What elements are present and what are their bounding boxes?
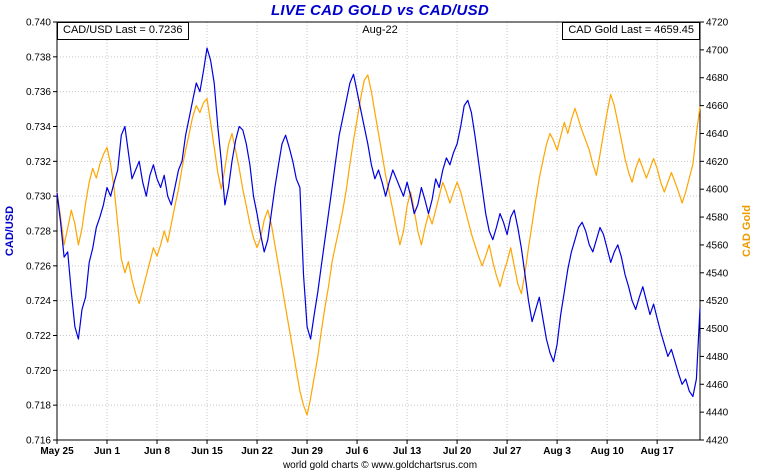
x-axis-tick-label: Jul 20 — [443, 446, 472, 457]
right-axis-tick-label: 4500 — [706, 324, 729, 335]
right-axis-tick-label: 4420 — [706, 436, 729, 447]
left-axis-tick-label: 0.726 — [26, 261, 51, 272]
x-axis-tick-label: Jun 22 — [241, 446, 273, 457]
cad-gold-series-line — [56, 74, 701, 416]
right-axis-tick-label: 4560 — [706, 240, 729, 251]
right-axis-tick-label: 4440 — [706, 408, 729, 419]
right-axis-tick-label: 4480 — [706, 352, 729, 363]
x-axis-tick-label: Aug 10 — [590, 446, 624, 457]
x-axis-tick-label: Aug 3 — [543, 446, 571, 457]
footer-credit: world gold charts © www.goldchartsrus.co… — [282, 460, 478, 471]
right-axis-tick-label: 4700 — [706, 45, 729, 56]
right-axis-tick-label: 4600 — [706, 185, 729, 196]
right-axis-tick-label: 4720 — [706, 18, 729, 29]
left-axis-tick-label: 0.740 — [26, 18, 51, 29]
right-axis-tick-label: 4620 — [706, 157, 729, 168]
chart-title: LIVE CAD GOLD vs CAD/USD — [270, 2, 490, 19]
right-axis-tick-label: 4640 — [706, 129, 729, 140]
x-axis-tick-label: Jul 13 — [393, 446, 422, 457]
right-axis-tick-label: 4540 — [706, 268, 729, 279]
left-axis-tick-label: 0.716 — [26, 436, 51, 447]
left-axis-tick-label: 0.722 — [26, 331, 51, 342]
right-axis-tick-label: 4520 — [706, 296, 729, 307]
plot-frame — [56, 21, 701, 441]
x-axis-tick-label: Jun 8 — [144, 446, 171, 457]
left-axis-tick-label: 0.736 — [26, 87, 51, 98]
left-axis-tick-label: 0.738 — [26, 52, 51, 63]
right-axis-tick-label: 4680 — [706, 73, 729, 84]
x-axis-tick-label: Jun 1 — [94, 446, 121, 457]
left-axis-tick-label: 0.724 — [26, 296, 51, 307]
x-axis-tick-label: Jun 29 — [291, 446, 323, 457]
left-axis-tick-label: 0.732 — [26, 157, 51, 168]
x-axis-tick-label: Jun 15 — [191, 446, 223, 457]
x-axis-tick-label: Jul 27 — [493, 446, 522, 457]
gold-last-label: CAD Gold Last = 4659.45 — [562, 22, 700, 40]
cadusd-last-label: CAD/USD Last = 0.7236 — [57, 22, 189, 40]
left-axis-tick-label: 0.728 — [26, 227, 51, 238]
right-axis-title: CAD Gold — [741, 205, 753, 257]
x-axis-tick-label: Aug 17 — [640, 446, 674, 457]
cad-usd-series-line — [56, 47, 701, 398]
right-axis-tick-label: 4580 — [706, 213, 729, 224]
right-axis-tick-label: 4460 — [706, 380, 729, 391]
left-axis-tick-label: 0.720 — [26, 366, 51, 377]
left-axis-title: CAD/USD — [4, 205, 16, 257]
left-axis-tick-label: 0.734 — [26, 122, 51, 133]
left-axis-tick-label: 0.730 — [26, 192, 51, 203]
right-axis-tick-label: 4660 — [706, 101, 729, 112]
left-axis-tick-label: 0.718 — [26, 401, 51, 412]
x-axis-tick-label: Jul 6 — [346, 446, 369, 457]
x-axis-tick-label: May 25 — [40, 446, 74, 457]
